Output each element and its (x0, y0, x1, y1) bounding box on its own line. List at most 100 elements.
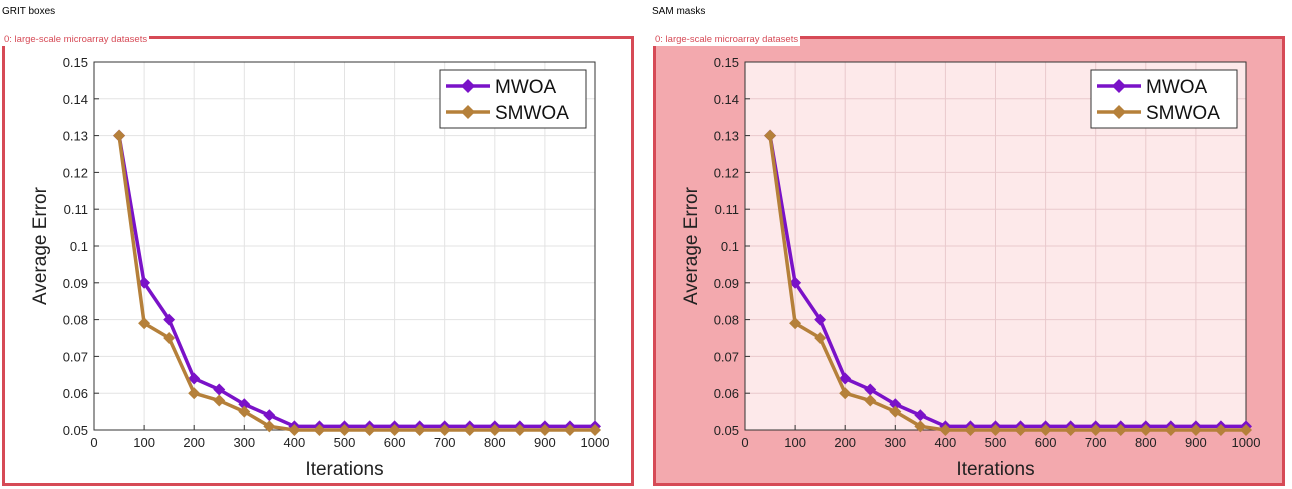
grit-bounding-box (2, 36, 634, 486)
legend-marker-smwoa (1112, 105, 1126, 119)
legend-marker-smwoa (461, 105, 475, 119)
data-point-smwoa (563, 424, 576, 436)
data-point-smwoa (1039, 424, 1052, 436)
y-tick-label: 0.09 (714, 276, 739, 291)
x-tick-label: 400 (935, 435, 957, 450)
data-point-smwoa (363, 424, 376, 436)
data-point-smwoa (263, 420, 276, 433)
legend-label-smwoa: SMWOA (495, 103, 569, 124)
data-point-smwoa (589, 424, 601, 436)
data-point-smwoa (438, 424, 451, 436)
data-point-smwoa (1214, 424, 1227, 436)
data-point-smwoa (388, 424, 401, 436)
x-tick-label: 100 (784, 435, 806, 450)
grit-box-label: 0: large-scale microarray datasets (2, 33, 150, 46)
data-point-mwoa (263, 409, 276, 422)
y-axis-label: Average Error (30, 186, 51, 305)
data-point-smwoa (1164, 424, 1177, 436)
data-point-smwoa (939, 424, 952, 436)
data-point-smwoa (1089, 424, 1102, 436)
x-tick-label: 300 (884, 435, 906, 450)
y-tick-label: 0.09 (63, 276, 88, 291)
legend-marker-mwoa (461, 79, 475, 93)
x-tick-label: 400 (284, 435, 306, 450)
data-point-smwoa (839, 387, 852, 400)
data-point-mwoa (814, 313, 827, 326)
data-point-smwoa (213, 394, 226, 407)
data-point-smwoa (864, 394, 877, 407)
x-tick-label: 0 (741, 435, 748, 450)
y-tick-label: 0.05 (63, 423, 88, 438)
data-point-mwoa (864, 383, 877, 396)
y-tick-label: 0.1 (721, 239, 739, 254)
legend-box (1090, 69, 1238, 129)
legend-label-mwoa: MWOA (1146, 77, 1208, 98)
x-tick-label: 600 (1035, 435, 1057, 450)
data-point-smwoa (889, 405, 902, 418)
x-tick-label: 1000 (1232, 435, 1261, 450)
x-tick-label: 700 (434, 435, 456, 450)
data-point-smwoa (188, 387, 201, 400)
data-point-smwoa (338, 424, 351, 436)
data-point-smwoa (513, 424, 526, 436)
data-point-smwoa (989, 424, 1002, 436)
data-point-smwoa (288, 424, 301, 436)
x-tick-label: 500 (334, 435, 356, 450)
panel-title-grit: GRIT boxes (2, 6, 56, 17)
y-tick-label: 0.15 (714, 55, 739, 70)
x-tick-label: 200 (834, 435, 856, 450)
y-tick-label: 0.07 (714, 349, 739, 364)
data-point-smwoa (814, 332, 827, 344)
y-tick-label: 0.05 (714, 423, 739, 438)
x-tick-label: 0 (90, 435, 97, 450)
line-chart-sam: 0 100 200 300 400 500 600 700 800 900 1000 0.05 0.06… (681, 55, 1261, 480)
x-tick-label: 300 (233, 435, 255, 450)
data-point-smwoa (313, 424, 326, 436)
y-tick-label: 0.08 (714, 313, 739, 328)
line-chart-grit: 0 100 200 300 400 500 600 700 800 900 1000 0.05 0.06… (30, 55, 609, 480)
y-tick-label: 0.14 (63, 92, 88, 107)
x-tick-label: 800 (484, 435, 506, 450)
x-axis-label: Iterations (305, 459, 383, 480)
y-tick-label: 0.06 (714, 386, 739, 401)
data-point-smwoa (964, 424, 977, 436)
data-point-mwoa (213, 383, 226, 396)
data-point-smwoa (789, 317, 802, 330)
data-point-mwoa (889, 398, 902, 411)
y-tick-label: 0.11 (715, 202, 739, 217)
data-point-mwoa (188, 372, 201, 385)
x-tick-label: 600 (384, 435, 406, 450)
data-point-smwoa (238, 405, 251, 418)
legend-box (439, 69, 587, 129)
data-point-smwoa (1064, 424, 1077, 436)
data-point-mwoa (914, 409, 927, 422)
y-tick-label: 0.15 (63, 55, 88, 70)
x-tick-label: 900 (534, 435, 556, 450)
y-tick-label: 0.07 (63, 349, 88, 364)
data-point-smwoa (538, 424, 551, 436)
data-point-smwoa (463, 424, 476, 436)
data-point-smwoa (488, 424, 501, 436)
x-tick-label: 500 (985, 435, 1007, 450)
data-point-smwoa (914, 420, 927, 433)
y-tick-label: 0.13 (63, 129, 88, 144)
sam-mask-label: 0: large-scale microarray datasets (653, 33, 801, 46)
data-point-smwoa (413, 424, 426, 436)
y-tick-label: 0.06 (63, 386, 88, 401)
data-point-mwoa (138, 276, 151, 289)
x-tick-label: 200 (183, 435, 205, 450)
data-point-smwoa (1114, 424, 1127, 436)
x-tick-label: 100 (133, 435, 155, 450)
x-axis-label: Iterations (956, 459, 1034, 480)
y-axis-label: Average Error (681, 186, 702, 305)
legend-label-smwoa: SMWOA (1146, 103, 1220, 124)
y-tick-label: 0.12 (714, 165, 739, 180)
y-tick-label: 0.1 (70, 239, 88, 254)
data-point-smwoa (764, 129, 777, 142)
x-tick-label: 800 (1135, 435, 1157, 450)
y-tick-label: 0.12 (63, 165, 88, 180)
data-point-smwoa (163, 332, 176, 344)
y-tick-label: 0.13 (714, 129, 739, 144)
legend-label-mwoa: MWOA (495, 77, 557, 98)
data-point-smwoa (1240, 424, 1252, 436)
